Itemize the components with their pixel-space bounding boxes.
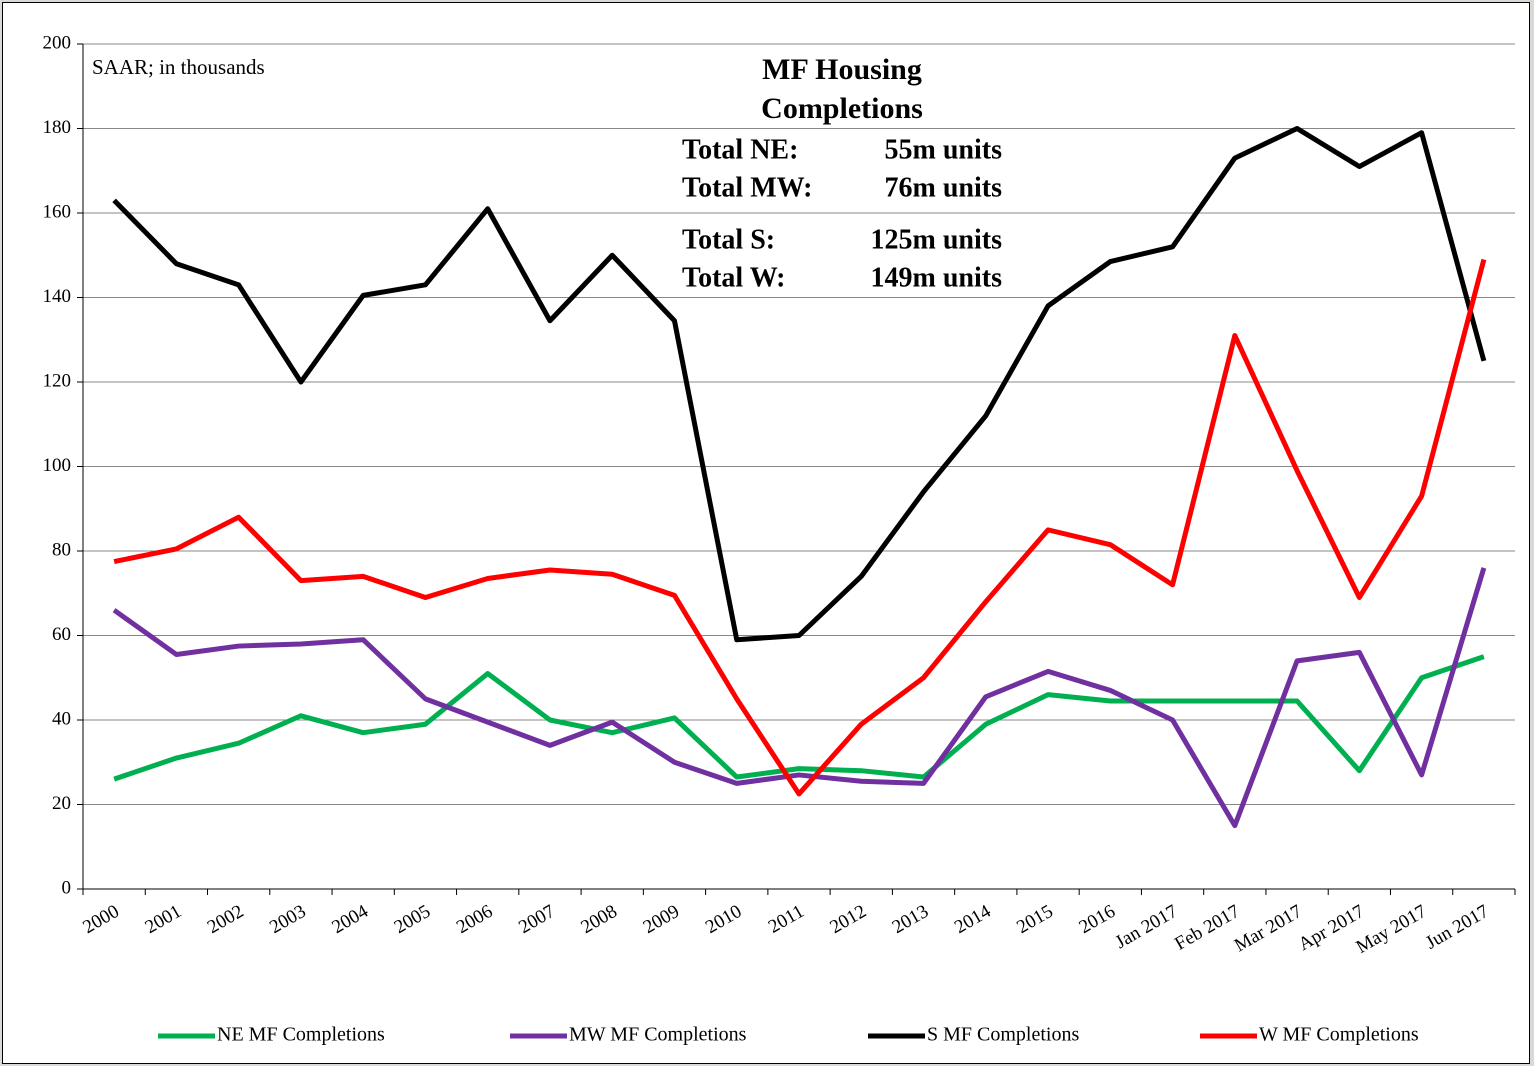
x-tick-label: 2002 (204, 901, 247, 938)
y-tick-label: 160 (43, 201, 72, 222)
x-tick-label: May 2017 (1353, 901, 1431, 958)
chart-title: MF Housing Completions (761, 53, 923, 125)
y-tick-label: 140 (43, 286, 72, 307)
y-tick-label: 60 (52, 624, 71, 645)
series-line (113, 654, 1485, 782)
series-line (112, 567, 1487, 829)
x-tick-label: 2014 (951, 901, 995, 938)
total-label: Total NE: (682, 134, 798, 165)
legend-label: MW MF Completions (569, 1024, 747, 1046)
x-tick-label: 2003 (266, 901, 309, 938)
y-tick-label: 100 (43, 455, 72, 476)
x-tick-label: Feb 2017 (1171, 901, 1243, 955)
total-label: Total S: (682, 224, 775, 255)
y-tick-label: 80 (52, 539, 71, 560)
y-tick-label: 200 (43, 32, 72, 53)
x-tick-label: 2008 (577, 901, 620, 938)
total-label: Total W: (682, 262, 785, 293)
series-line (112, 126, 1487, 643)
legend-label: W MF Completions (1259, 1024, 1419, 1046)
total-value: 149m units (871, 262, 1003, 293)
y-tick-label: 0 (62, 877, 72, 898)
x-tick-label: Jun 2017 (1422, 901, 1492, 954)
x-tick-label: 2011 (765, 901, 808, 938)
y-tick-label: 180 (43, 117, 72, 138)
x-tick-label: Jan 2017 (1112, 901, 1181, 953)
series-line (113, 258, 1487, 797)
x-tick-label: 2010 (702, 901, 745, 938)
total-value: 55m units (885, 134, 1003, 165)
x-tick-label: 2006 (453, 901, 496, 938)
y-tick-label: 120 (43, 370, 72, 391)
x-tick-label: 2004 (328, 901, 372, 938)
subtitle: SAAR; in thousands (92, 55, 265, 79)
x-tick-label: 2000 (79, 901, 122, 938)
x-tick-label: 2012 (827, 901, 870, 938)
legend-label: S MF Completions (927, 1024, 1079, 1046)
x-tick-label: 2007 (515, 901, 558, 938)
y-tick-label: 40 (52, 708, 71, 729)
total-label: Total MW: (682, 172, 812, 203)
x-tick-label: 2009 (640, 901, 683, 938)
x-tick-label: Mar 2017 (1231, 901, 1306, 956)
x-tick-label: 2013 (889, 901, 932, 938)
total-value: 76m units (885, 172, 1003, 203)
total-value: 125m units (871, 224, 1003, 255)
x-tick-label: 2001 (142, 901, 185, 938)
y-tick-label: 20 (52, 793, 71, 814)
x-tick-label: 2005 (391, 901, 434, 938)
legend-label: NE MF Completions (217, 1024, 385, 1046)
x-tick-label: 2016 (1076, 901, 1119, 938)
x-tick-label: 2015 (1013, 901, 1056, 938)
